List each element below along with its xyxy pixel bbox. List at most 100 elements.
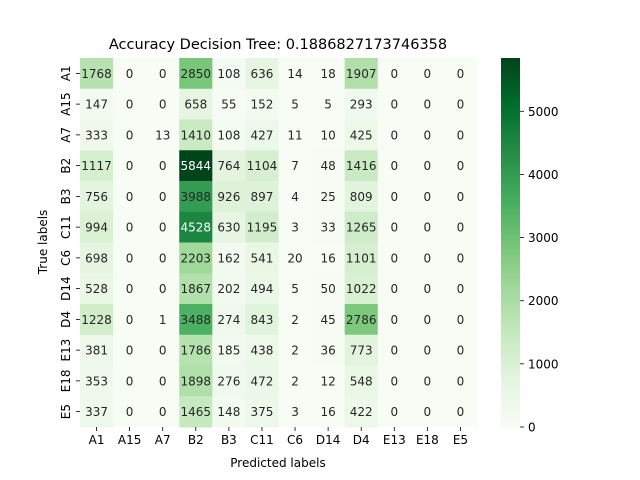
cell-value-label: 0 (424, 67, 432, 81)
colorbar-segment (501, 174, 520, 179)
cell-value-label: 152 (251, 98, 274, 112)
cell-value-label: 333 (85, 128, 108, 142)
cell-value-label: 337 (85, 405, 108, 419)
cell-value-label: 0 (159, 344, 167, 358)
cell-value-label: 1867 (181, 282, 212, 296)
heatmap-cell (146, 304, 180, 336)
colorbar-segment (501, 94, 520, 99)
x-axis-ticks: A1 A15 A7 B2 B3 C11 C6 D14 D4 E13 E18 E5 (89, 427, 468, 447)
colorbar-segment (501, 402, 520, 407)
heatmap-cell (113, 150, 147, 182)
cell-value-label: 0 (126, 221, 134, 235)
heatmap-cell (344, 119, 379, 151)
cell-value-label: 147 (85, 98, 108, 112)
colorbar-segment (501, 156, 520, 161)
cell-value-label: 994 (85, 221, 108, 235)
colorbar-segment (501, 334, 520, 339)
cell-value-label: 0 (457, 374, 465, 388)
colorbar-tick-label: 1000 (528, 357, 559, 371)
colorbar-segment (501, 91, 520, 96)
heatmap-cell (311, 150, 346, 182)
colorbar-segment (501, 116, 520, 121)
colorbar-segment (501, 319, 520, 324)
cell-value-label: 0 (390, 190, 398, 204)
cell-value-label: 14 (287, 67, 302, 81)
colorbar-segment (501, 282, 520, 287)
heatmap-cell (443, 273, 478, 305)
cell-value-label: 5 (291, 98, 299, 112)
heatmap-cell (377, 150, 412, 182)
colorbar-segment (501, 171, 520, 176)
cell-value-label: 1768 (81, 67, 112, 81)
heatmap-cell (179, 211, 213, 243)
cell-value-label: 5844 (181, 159, 212, 173)
heatmap-cell (113, 304, 147, 336)
y-tick-label: E5 (59, 404, 73, 419)
cell-value-label: 162 (217, 251, 240, 265)
cell-value-label: 427 (251, 128, 274, 142)
cell-value-label: 809 (350, 190, 373, 204)
cell-value-label: 375 (251, 405, 274, 419)
colorbar-segment (501, 374, 520, 379)
heatmap-cell (377, 396, 412, 428)
x-tick-label: C6 (287, 433, 303, 447)
heatmap-cell (179, 273, 213, 305)
colorbar-segment (501, 67, 520, 71)
y-tick-label: A15 (59, 92, 73, 115)
heatmap-cell (179, 304, 213, 336)
heatmap-cell (443, 58, 478, 90)
heatmap-cell (410, 119, 445, 151)
colorbar-segment (501, 313, 520, 317)
heatmap-cell (410, 88, 445, 120)
heatmap-cell (212, 334, 246, 366)
heatmap-cell (212, 181, 246, 213)
colorbar-segment (501, 328, 520, 333)
colorbar-segment (501, 214, 520, 219)
colorbar-segment (501, 414, 520, 419)
heatmap-cell (410, 304, 445, 336)
heatmap-cell (245, 119, 279, 151)
colorbar-segment (501, 257, 520, 262)
heatmap-cell (311, 273, 346, 305)
cell-value-label: 0 (126, 405, 134, 419)
colorbar-segment (501, 230, 520, 234)
cell-value-label: 422 (350, 405, 373, 419)
heatmap-cell (278, 396, 313, 428)
colorbar-segment (501, 423, 520, 428)
cell-value-label: 1265 (346, 221, 377, 235)
colorbar-segment (501, 383, 520, 388)
cell-value-label: 36 (320, 344, 335, 358)
heatmap-cell (443, 181, 478, 213)
heatmap-cell (278, 119, 313, 151)
heatmap-cell (146, 119, 180, 151)
colorbar-segment (501, 165, 520, 170)
cell-value-label: 276 (217, 374, 240, 388)
heatmap-cell (80, 273, 114, 305)
heatmap-cell (113, 88, 147, 120)
heatmap-cell (113, 211, 147, 243)
heatmap-cell (80, 242, 114, 274)
cell-value-label: 698 (85, 251, 108, 265)
colorbar-segment (501, 420, 520, 425)
cell-value-label: 0 (457, 405, 465, 419)
heatmap-cell (344, 181, 379, 213)
colorbar-segment (501, 353, 520, 357)
heatmap-cell (146, 242, 180, 274)
heatmap-cell (146, 273, 180, 305)
cell-value-label: 0 (159, 98, 167, 112)
cell-value-label: 2786 (346, 313, 377, 327)
cell-value-label: 0 (159, 221, 167, 235)
colorbar-tick-label: 5000 (528, 105, 559, 119)
heatmap-cell (344, 365, 379, 397)
cell-value-label: 1465 (181, 405, 212, 419)
heatmap-cell (179, 88, 213, 120)
cell-value-label: 0 (390, 221, 398, 235)
colorbar-segment (501, 150, 520, 154)
colorbar-segment (501, 310, 520, 314)
cell-value-label: 13 (155, 128, 170, 142)
cell-value-label: 274 (217, 313, 240, 327)
colorbar-segment (501, 331, 520, 336)
cell-value-label: 5 (291, 282, 299, 296)
colorbar-segment (501, 340, 520, 345)
cell-value-label: 773 (350, 344, 373, 358)
